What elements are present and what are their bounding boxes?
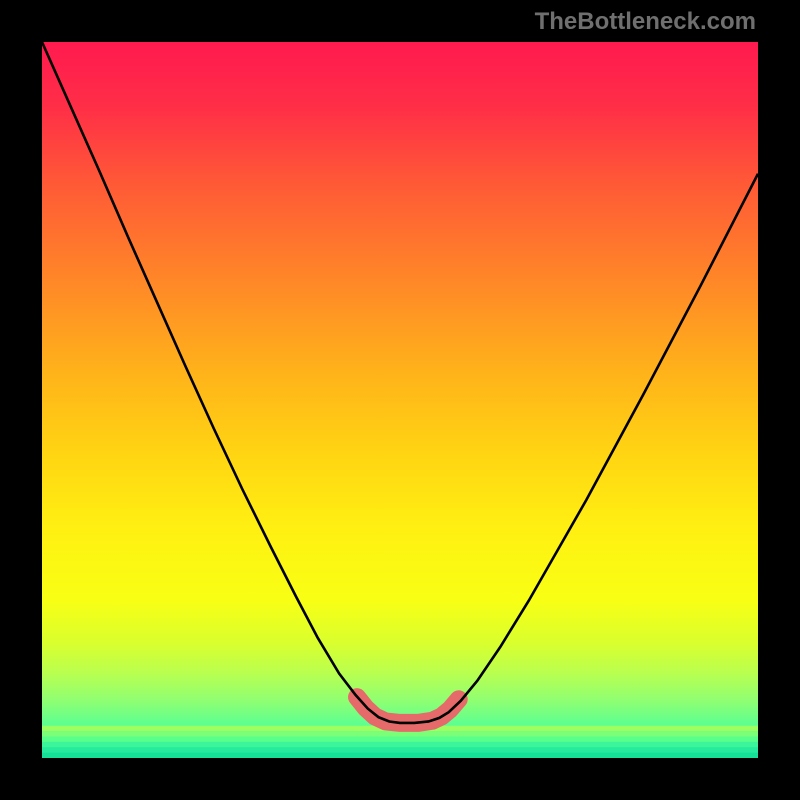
chart-container: TheBottleneck.com xyxy=(0,0,800,800)
gradient-band xyxy=(42,753,758,758)
plot-background xyxy=(42,42,758,758)
gradient-band xyxy=(42,731,758,736)
gradient-band xyxy=(42,737,758,742)
bottleneck-chart xyxy=(0,0,800,800)
watermark-text: TheBottleneck.com xyxy=(535,8,756,36)
gradient-band xyxy=(42,742,758,747)
gradient-band xyxy=(42,747,758,752)
